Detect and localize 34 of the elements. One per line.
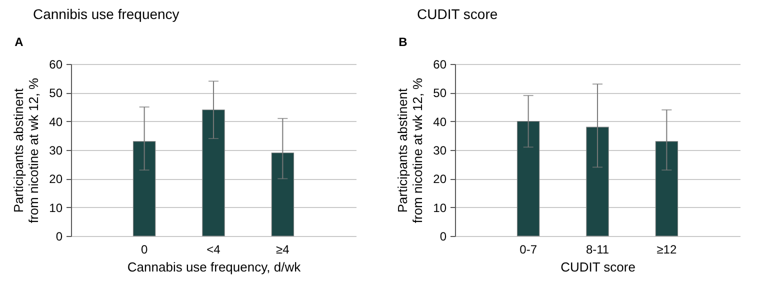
x-tick-label: <4 [206,242,221,256]
x-tick-label: ≥12 [656,242,677,256]
chart-title: Cannibis use frequency [33,6,180,22]
bar [202,110,225,236]
y-tick-label: 30 [433,144,447,158]
bar [132,141,156,236]
y-tick-label: 0 [440,230,447,244]
y-tick-label: 60 [49,58,63,72]
bar [271,152,294,236]
x-tick-label: 0-7 [520,242,538,256]
text: B [398,35,408,49]
chart-title: CUDIT score [417,6,498,22]
y-tick-label: 20 [49,172,63,186]
y-tick-label: 0 [56,230,63,244]
y-tick-label: 20 [433,172,447,186]
y-tick-label: 30 [49,144,63,158]
y-axis-title: Participants abstinent from nicotine at wk 12, % [11,77,42,224]
x-axis-title: Cannabis use frequency, d/wk [127,260,302,274]
y-tick-label: 10 [49,200,63,215]
y-tick-label: 50 [433,86,447,100]
y-tick-label: 40 [433,114,447,129]
y-tick-label: 10 [433,200,447,215]
y-tick-label: 40 [49,114,63,129]
bar [586,126,609,236]
y-axis-title: Participants abstinent from nicotine at wk 12, % [395,77,426,224]
x-tick-label: ≥4 [276,242,290,256]
bar [655,141,678,236]
x-tick-label: 8-11 [586,242,610,256]
text: A [14,35,24,49]
y-tick-label: 50 [49,86,63,100]
y-tick-label: 60 [433,58,447,72]
bar [516,121,540,236]
x-tick-label: 0 [140,242,148,256]
x-axis-title: CUDIT score [560,260,636,274]
